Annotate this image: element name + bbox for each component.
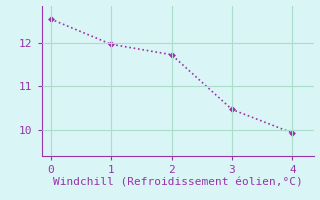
- X-axis label: Windchill (Refroidissement éolien,°C): Windchill (Refroidissement éolien,°C): [53, 178, 302, 188]
